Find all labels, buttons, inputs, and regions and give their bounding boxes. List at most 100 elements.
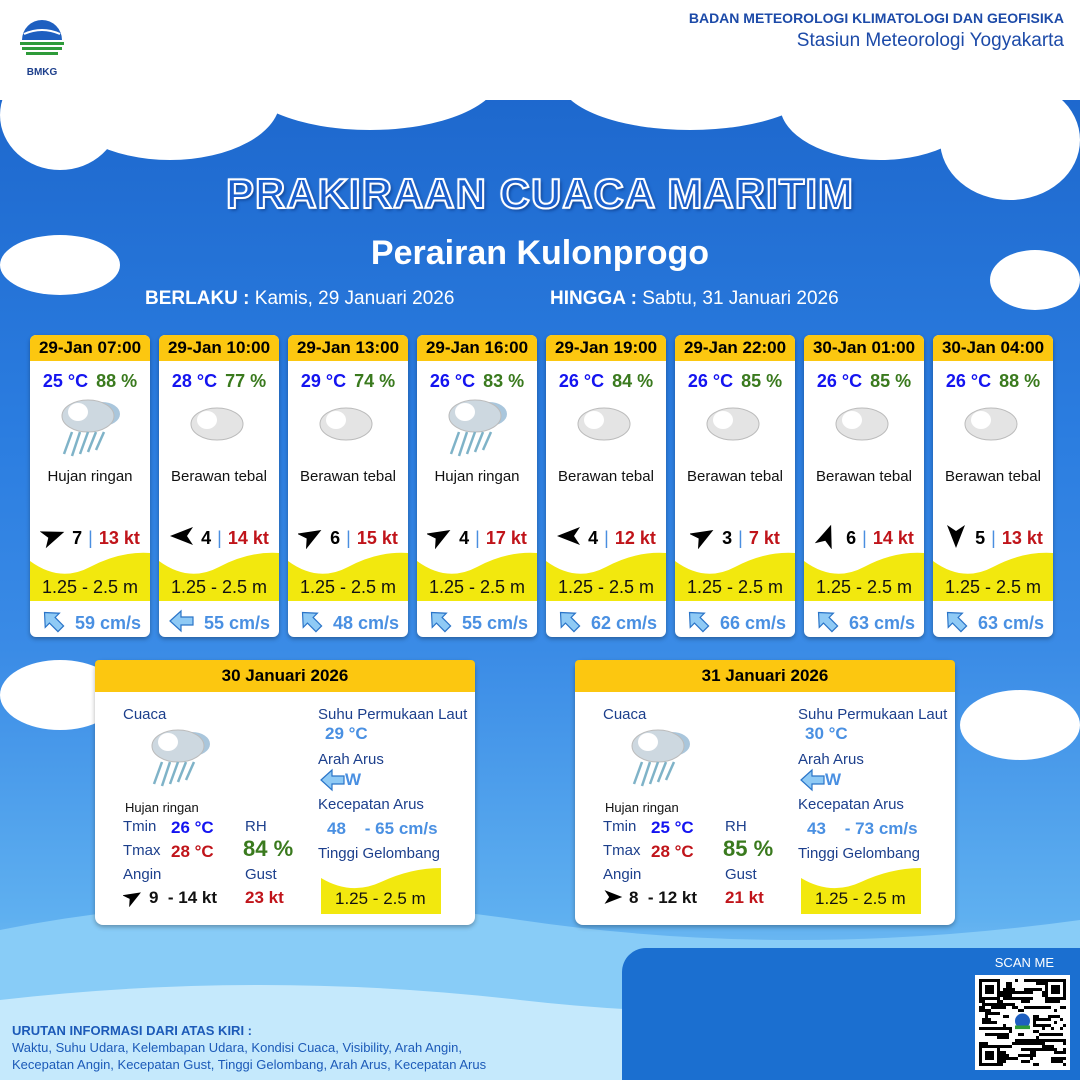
separator: |	[604, 528, 609, 548]
separator: |	[738, 528, 743, 548]
wind-speed: 6	[846, 528, 857, 548]
overcast-icon	[546, 392, 666, 462]
wave-height: 1.25 - 2.5 m	[170, 577, 268, 597]
qr-code[interactable]	[975, 975, 1070, 1070]
valid-to-label: HINGGA :	[550, 288, 637, 309]
forecast-time: 30-Jan 04:00	[933, 335, 1053, 361]
air-temperature: 26 °C	[429, 371, 476, 391]
cloud-decoration	[960, 690, 1080, 760]
air-temperature: 28 °C	[171, 371, 218, 391]
separator: |	[991, 528, 996, 548]
wave-shape	[804, 552, 924, 601]
wind-direction-icon	[297, 523, 324, 554]
gust-label: Gust	[245, 866, 277, 883]
valid-to-date: Sabtu, 31 Januari 2026	[642, 288, 839, 309]
forecast-time: 29-Jan 10:00	[159, 335, 279, 361]
current-direction-icon	[319, 766, 347, 799]
wave-shape	[801, 868, 921, 914]
gust-speed: 7 kt	[748, 528, 780, 548]
current-direction-icon	[39, 607, 67, 637]
page-title: PRAKIRAAN CUACA MARITIM	[225, 169, 855, 218]
wave-shape	[159, 552, 279, 601]
current-speed: 66 cm/s	[719, 613, 787, 633]
rh-label: RH	[245, 818, 267, 835]
overcast-icon	[288, 392, 408, 462]
current-direction-icon	[684, 607, 712, 637]
current-speed: 55 cm/s	[461, 613, 529, 633]
air-temperature: 26 °C	[558, 371, 605, 391]
wave-height: 1.25 - 2.5 m	[428, 577, 526, 597]
cloud-decoration	[0, 235, 120, 295]
wind-label: Angin	[603, 866, 642, 883]
humidity: 88 %	[999, 371, 1041, 391]
current-speed-range: 43 - 73 cm/s	[807, 819, 918, 838]
current-direction-icon	[168, 607, 196, 637]
cloud-decoration	[560, 30, 820, 130]
footer-heading: URUTAN INFORMASI DARI ATAS KIRI :	[12, 1023, 252, 1038]
weather-condition: Berawan tebal	[945, 468, 1041, 485]
gust-speed: 13 kt	[98, 528, 140, 548]
current-direction-icon	[555, 607, 583, 637]
daily-date: 31 Januari 2026	[575, 660, 955, 692]
weather-condition: Berawan tebal	[816, 468, 912, 485]
forecast-card: 30-Jan 04:00 26 °C 88 % Berawan tebal 5 | 1…	[933, 335, 1053, 637]
overcast-icon	[159, 392, 279, 462]
weather-condition: Hujan ringan	[125, 800, 199, 815]
gust-speed: 14 kt	[227, 528, 269, 548]
humidity: 85 %	[741, 371, 783, 391]
wind-speed: 3	[722, 528, 733, 548]
wave-height-label: Tinggi Gelombang	[798, 845, 921, 862]
current-direction-value: W	[345, 770, 362, 789]
air-temperature: 26 °C	[687, 371, 734, 391]
wind-direction-icon	[814, 523, 840, 554]
gust-value: 23 kt	[245, 888, 284, 907]
separator: |	[862, 528, 867, 548]
current-direction-label: Arah Arus	[318, 751, 384, 768]
cloud-decoration	[940, 80, 1080, 200]
wave-height: 1.25 - 2.5 m	[944, 577, 1042, 597]
air-temperature: 26 °C	[816, 371, 863, 391]
separator: |	[88, 528, 93, 548]
wave-shape	[933, 552, 1053, 601]
current-direction-icon	[426, 607, 454, 637]
weather-condition: Berawan tebal	[300, 468, 396, 485]
wind-direction-icon	[169, 523, 195, 554]
forecast-card: 29-Jan 13:00 29 °C 74 % Berawan tebal 6 | 1…	[288, 335, 408, 637]
forecast-card: 29-Jan 22:00 26 °C 85 % Berawan tebal 3 | 7…	[675, 335, 795, 637]
current-speed: 48 cm/s	[332, 613, 400, 633]
gust-speed: 17 kt	[485, 528, 527, 548]
light-rain-icon	[30, 392, 150, 462]
current-direction-value: W	[825, 770, 842, 789]
cloud-decoration	[0, 60, 120, 170]
wave-shape	[675, 552, 795, 601]
current-speed: 63 cm/s	[977, 613, 1045, 633]
wave-height: 1.25 - 2.5 m	[815, 577, 913, 597]
gust-speed: 14 kt	[872, 528, 914, 548]
scan-me-label: SCAN ME	[994, 955, 1054, 970]
wind-label: Angin	[123, 866, 162, 883]
light-rain-icon	[417, 392, 537, 462]
wind-speed: 7	[72, 528, 83, 548]
weather-label: Cuaca	[603, 706, 647, 723]
page-subtitle: Perairan Kulonprogo	[370, 234, 710, 272]
humidity: 88 %	[96, 371, 138, 391]
forecast-time: 29-Jan 13:00	[288, 335, 408, 361]
humidity: 77 %	[225, 371, 267, 391]
separator: |	[217, 528, 222, 548]
forecast-card: 29-Jan 16:00 26 °C 83 % Hujan ringan 4 | 17…	[417, 335, 537, 637]
current-direction-icon	[813, 607, 841, 637]
weather-condition: Hujan ringan	[434, 468, 520, 485]
daily-date: 30 Januari 2026	[95, 660, 475, 692]
daily-summary-panel: 31 Januari 2026 Cuaca Hujan ringan Tmin 2…	[575, 660, 955, 925]
current-speed: 63 cm/s	[848, 613, 916, 633]
current-direction-label: Arah Arus	[798, 751, 864, 768]
tmin-label: Tmin	[123, 818, 157, 835]
wave-shape	[546, 552, 666, 601]
wind-direction-icon	[603, 887, 623, 912]
current-direction-icon	[799, 766, 827, 799]
wind-speed: 6	[330, 528, 341, 548]
rh-value: 85 %	[723, 836, 774, 861]
rh-value: 84 %	[243, 836, 294, 861]
wind-direction-icon	[556, 523, 582, 554]
tmax-label: Tmax	[123, 842, 161, 859]
